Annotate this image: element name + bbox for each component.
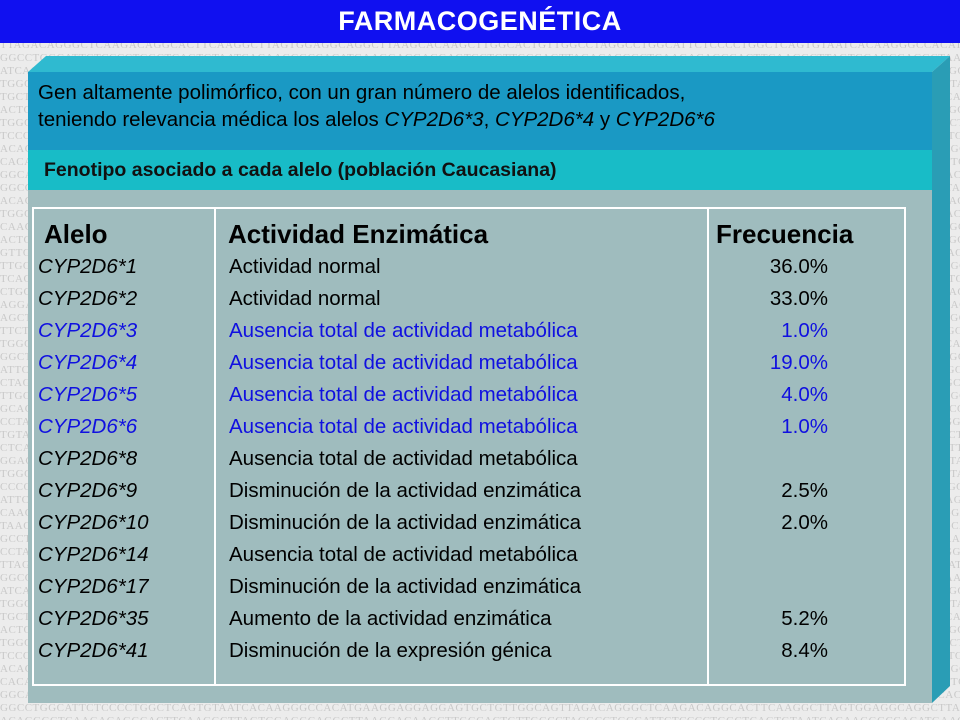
intro-sep-1: , <box>483 108 495 131</box>
row-frequency: 36.0% <box>769 255 828 278</box>
row-activity: Aumento de la actividad enzimática <box>229 607 552 630</box>
row-frequency: 8.4% <box>781 639 828 662</box>
intro-line-2: teniendo relevancia médica los alelos <box>38 108 385 131</box>
table-divider-2 <box>707 207 709 686</box>
box-side-face <box>932 56 950 703</box>
row-frequency <box>758 539 828 571</box>
row-allele: CYP2D6*2 <box>38 287 138 310</box>
row-activity: Ausencia total de actividad metabólica <box>229 351 578 374</box>
header-allele: Alelo <box>44 219 108 249</box>
intro-allele-a: CYP2D6*3 <box>384 108 484 131</box>
row-allele: CYP2D6*6 <box>38 415 138 438</box>
row-frequency <box>758 571 828 603</box>
row-activity: Ausencia total de actividad metabólica <box>229 447 578 470</box>
row-frequency: 2.5% <box>781 479 828 502</box>
row-allele: CYP2D6*5 <box>38 383 138 406</box>
row-frequency: 5.2% <box>781 607 828 630</box>
row-frequency <box>758 443 828 475</box>
row-activity: Ausencia total de actividad metabólica <box>229 319 578 342</box>
row-allele: CYP2D6*14 <box>38 543 149 566</box>
row-frequency: 19.0% <box>769 351 828 374</box>
box-top-face <box>28 56 950 72</box>
row-activity: Ausencia total de actividad metabólica <box>229 543 578 566</box>
row-allele: CYP2D6*3 <box>38 319 138 342</box>
intro-panel: Gen altamente polimórfico, con un gran n… <box>28 72 932 150</box>
row-allele: CYP2D6*4 <box>38 351 138 374</box>
row-allele: CYP2D6*9 <box>38 479 138 502</box>
intro-text: Gen altamente polimórfico, con un gran n… <box>38 79 928 133</box>
row-frequency: 1.0% <box>781 415 828 438</box>
row-allele: CYP2D6*41 <box>38 639 149 662</box>
row-frequency: 2.0% <box>781 511 828 534</box>
row-activity: Disminución de la expresión génica <box>229 639 552 662</box>
row-activity: Ausencia total de actividad metabólica <box>229 415 578 438</box>
row-activity: Actividad normal <box>229 287 381 310</box>
row-activity: Actividad normal <box>229 255 381 278</box>
subtitle-bar: Fenotipo asociado a cada alelo (població… <box>28 150 932 190</box>
row-allele: CYP2D6*1 <box>38 255 138 278</box>
allele-table-frame <box>32 207 906 686</box>
row-allele: CYP2D6*8 <box>38 447 138 470</box>
row-frequency: 1.0% <box>781 319 828 342</box>
title-bar: FARMACOGENÉTICA <box>0 0 960 43</box>
intro-sep-2: y <box>594 108 616 131</box>
intro-allele-c: CYP2D6*6 <box>615 108 715 131</box>
row-frequency: 4.0% <box>781 383 828 406</box>
row-activity: Disminución de la actividad enzimática <box>229 575 582 598</box>
table-divider-1 <box>214 207 216 686</box>
header-activity: Actividad Enzimática <box>228 219 489 249</box>
row-activity: Disminución de la actividad enzimática <box>229 479 582 502</box>
dna-line: ACAGGGCTCAAGACAGGCACTTCAAGGCTTAGTGGAGGCA… <box>0 715 960 720</box>
row-allele: CYP2D6*35 <box>38 607 149 630</box>
subtitle: Fenotipo asociado a cada alelo (població… <box>44 159 557 181</box>
header-frequency: Frecuencia <box>716 219 854 249</box>
row-activity: Disminución de la actividad enzimática <box>229 511 582 534</box>
row-allele: CYP2D6*10 <box>38 511 149 534</box>
row-activity: Ausencia total de actividad metabólica <box>229 383 578 406</box>
row-frequency: 33.0% <box>769 287 828 310</box>
page-title: FARMACOGENÉTICA <box>338 6 622 36</box>
intro-allele-b: CYP2D6*4 <box>494 108 595 131</box>
intro-line-1: Gen altamente polimórfico, con un gran n… <box>38 81 686 104</box>
dna-line: GGCCTGGCATTCTCCCCTGGCTCAGTGTAATCACAAGGGC… <box>0 702 960 714</box>
row-allele: CYP2D6*17 <box>38 575 149 598</box>
